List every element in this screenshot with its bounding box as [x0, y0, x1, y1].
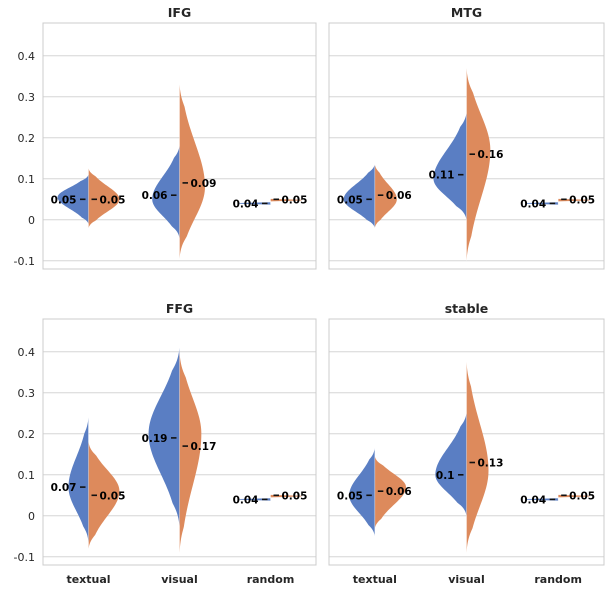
violin-visual-left-mean-label: 0.06 — [142, 190, 168, 202]
violin-textual-right-mean-label: 0.05 — [100, 194, 126, 206]
panel-title: stable — [445, 301, 489, 316]
panel-ifg: -0.1 0 0.1 0.2 0.3 0.4 IFG 0.05 0.05 0.06 0.09 0.04… — [14, 5, 317, 270]
plot-frame — [328, 22, 605, 270]
violin-textual-right-half — [88, 442, 120, 549]
x-tick-label-visual: visual — [448, 573, 485, 586]
violin-textual-right-mean-label: 0.06 — [386, 486, 412, 498]
violin-textual-right-mean-label: 0.06 — [386, 190, 412, 202]
violin-visual-right-half — [466, 362, 489, 553]
violin-visual-left-half — [148, 347, 180, 527]
violin-textual-left-half — [68, 417, 89, 543]
y-tick-label: 0.2 — [18, 132, 36, 145]
x-tick-label-random: random — [534, 573, 582, 586]
violin-textual-left-half — [343, 164, 375, 228]
violin-visual: 0.11 0.16 — [429, 68, 504, 261]
y-tick-label: 0 — [28, 510, 35, 523]
violin-random-left-mean-label: 0.04 — [233, 494, 259, 506]
violin-visual-right-half — [179, 84, 205, 259]
violin-visual-left-half — [435, 413, 467, 516]
violin-visual-right-half — [179, 351, 202, 553]
y-tick-label: 0.4 — [18, 50, 36, 63]
violin-visual-left-mean-label: 0.1 — [436, 470, 455, 482]
violin-visual-left-half — [433, 113, 467, 220]
x-tick-label-random: random — [247, 573, 295, 586]
violin-visual: 0.1 0.13 — [435, 362, 503, 553]
violin-textual-right-half — [374, 164, 397, 228]
violin-textual: 0.05 0.06 — [337, 448, 412, 537]
violin-visual-right-mean-label: 0.13 — [478, 458, 504, 470]
x-tick-label-visual: visual — [161, 573, 198, 586]
x-tick-label-textual: textual — [353, 573, 397, 586]
y-tick-label: -0.1 — [14, 551, 35, 564]
violin-visual-right-half — [466, 68, 491, 261]
violin-visual-left-mean-label: 0.11 — [429, 170, 455, 182]
y-tick-label: 0.2 — [18, 428, 36, 441]
violin-textual-right-half — [88, 168, 120, 228]
panel-title: FFG — [166, 301, 193, 316]
y-tick-label: 0.1 — [18, 173, 36, 186]
violin-textual-right-mean-label: 0.05 — [100, 490, 126, 502]
violin-random: 0.04 0.05 — [520, 194, 595, 210]
plot-frame — [42, 22, 317, 270]
violin-random-right-mean-label: 0.05 — [282, 194, 308, 206]
violin-random-right-mean-label: 0.05 — [569, 194, 595, 206]
violin-textual-left-mean-label: 0.07 — [51, 482, 77, 494]
violin-textual-left-half — [349, 448, 375, 537]
violin-textual-right-half — [374, 456, 406, 529]
y-tick-label: 0.4 — [18, 346, 36, 359]
violin-random-right-mean-label: 0.05 — [569, 490, 595, 502]
violin-random-left-mean-label: 0.04 — [233, 198, 259, 210]
y-tick-label: -0.1 — [14, 255, 35, 268]
violin-visual-right-mean-label: 0.17 — [191, 441, 217, 453]
violin-textual: 0.05 0.06 — [337, 164, 412, 228]
violin-textual-left-half — [57, 174, 89, 224]
violin-random: 0.04 0.05 — [233, 194, 308, 210]
violin-textual: 0.05 0.05 — [51, 168, 126, 228]
x-tick-label-textual: textual — [66, 573, 110, 586]
violin-visual: 0.06 0.09 — [142, 84, 217, 259]
y-tick-label: 0.3 — [18, 91, 36, 104]
panel-mtg: MTG 0.05 0.06 0.11 0.16 0.04 0.05 — [328, 5, 605, 270]
violin-random-left-mean-label: 0.04 — [520, 494, 546, 506]
violin-random: 0.04 0.05 — [233, 490, 308, 506]
y-tick-label: 0.3 — [18, 387, 36, 400]
violin-random: 0.04 0.05 — [520, 490, 595, 506]
violin-textual-left-mean-label: 0.05 — [51, 194, 77, 206]
violin-textual-left-mean-label: 0.05 — [337, 490, 363, 502]
violin-visual: 0.19 0.17 — [142, 347, 217, 553]
y-tick-label: 0 — [28, 214, 35, 227]
violin-visual-right-mean-label: 0.16 — [478, 149, 504, 161]
y-tick-label: 0.1 — [18, 469, 36, 482]
violin-visual-right-mean-label: 0.09 — [191, 178, 217, 190]
plot-frame — [42, 318, 317, 566]
violin-textual-left-mean-label: 0.05 — [337, 194, 363, 206]
violin-visual-left-half — [152, 146, 180, 239]
violin-random-left-mean-label: 0.04 — [520, 198, 546, 210]
panel-title: IFG — [168, 5, 191, 20]
panel-title: MTG — [451, 5, 482, 20]
violin-textual: 0.07 0.05 — [51, 417, 126, 549]
plot-frame — [328, 318, 605, 566]
panel-ffg: -0.100.10.20.30.4FFG0.070.05textual0.190… — [14, 301, 317, 586]
violin-visual-left-mean-label: 0.19 — [142, 433, 168, 445]
violin-random-right-mean-label: 0.05 — [282, 490, 308, 502]
